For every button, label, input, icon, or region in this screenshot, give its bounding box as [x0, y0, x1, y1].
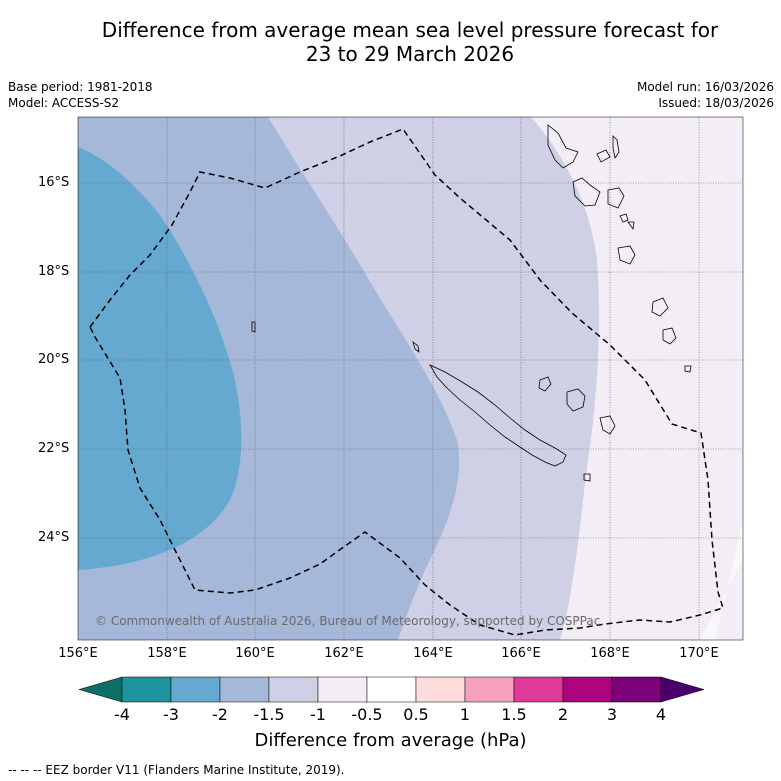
- lat-label-18s: 18°S: [38, 264, 70, 279]
- vanuatu-coast: [547, 124, 579, 169]
- meta-right: Model run: 16/03/2026 Issued: 18/03/2026: [637, 79, 774, 111]
- lon-label-166e: 166°E: [501, 646, 541, 661]
- model-run: Model run: 16/03/2026: [636, 80, 774, 94]
- eez-border: [89, 128, 724, 636]
- lon-label-164e: 164°E: [413, 646, 453, 661]
- colorbar-segment: [415, 676, 466, 703]
- colorbar-label: Difference from average (hPa): [254, 730, 527, 751]
- new-caledonia-coast: [429, 364, 567, 467]
- lon-label-162e: 162°E: [324, 646, 364, 661]
- colorbar-segment: [317, 676, 368, 703]
- colorbar-segment: [268, 676, 319, 703]
- colorbar-tick-label: -1: [310, 705, 326, 724]
- colorbar-segment: [219, 676, 270, 703]
- colorbar-segment: [464, 676, 515, 703]
- lon-label-168e: 168°E: [590, 646, 630, 661]
- map-title: Difference from average mean sea level p…: [40, 18, 780, 66]
- colorbar-tick-label: -1.5: [253, 705, 285, 724]
- colorbar-tick-label: 0.5: [403, 705, 429, 724]
- colorbar-segment: [611, 676, 662, 703]
- colorbar-tick-label: 4: [655, 705, 667, 724]
- colorbar-arrow-low: [78, 676, 123, 703]
- lat-label-16s: 16°S: [38, 175, 70, 190]
- colorbar-tick-label: 1.5: [501, 705, 527, 724]
- colorbar-segment: [121, 676, 172, 703]
- lon-label-160e: 160°E: [235, 646, 275, 661]
- map-fill: [78, 117, 743, 640]
- colorbar-arrow-high: [660, 676, 705, 703]
- title-line-1: Difference from average mean sea level p…: [101, 18, 719, 42]
- colorbar-segment: [170, 676, 221, 703]
- lat-label-22s: 22°S: [38, 441, 70, 456]
- coastlines: [251, 124, 692, 482]
- copyright-notice: © Commonwealth of Australia 2026, Bureau…: [95, 614, 601, 628]
- band-minus-2: [78, 147, 242, 570]
- eez-footnote: -- -- -- EEZ border V11 (Flanders Marine…: [8, 763, 345, 777]
- lon-label-158e: 158°E: [147, 646, 187, 661]
- colorbar-tick-label: 3: [606, 705, 618, 724]
- meta-left: Base period: 1981-2018 Model: ACCESS-S2: [8, 79, 153, 111]
- model-name: Model: ACCESS-S2: [8, 96, 120, 110]
- colorbar-tick-label: -2: [212, 705, 228, 724]
- lat-label-24s: 24°S: [38, 530, 70, 545]
- colorbar-tick-label: -4: [114, 705, 130, 724]
- colorbar-segment: [366, 676, 417, 703]
- colorbar-segments: [78, 676, 705, 703]
- lon-label-170e: 170°E: [679, 646, 719, 661]
- colorbar-segment: [562, 676, 613, 703]
- lat-label-20s: 20°S: [38, 352, 70, 367]
- colorbar-segment: [513, 676, 564, 703]
- colorbar-tick-label: 2: [557, 705, 569, 724]
- lon-label-156e: 156°E: [58, 646, 98, 661]
- title-line-2: 23 to 29 March 2026: [305, 42, 515, 66]
- base-period: Base period: 1981-2018: [8, 80, 153, 94]
- graticule: [78, 117, 743, 640]
- issued-date: Issued: 18/03/2026: [658, 96, 774, 110]
- colorbar-tick-label: -3: [163, 705, 179, 724]
- colorbar-tick-label: 1: [459, 705, 471, 724]
- colorbar-tick-label: -0.5: [351, 705, 383, 724]
